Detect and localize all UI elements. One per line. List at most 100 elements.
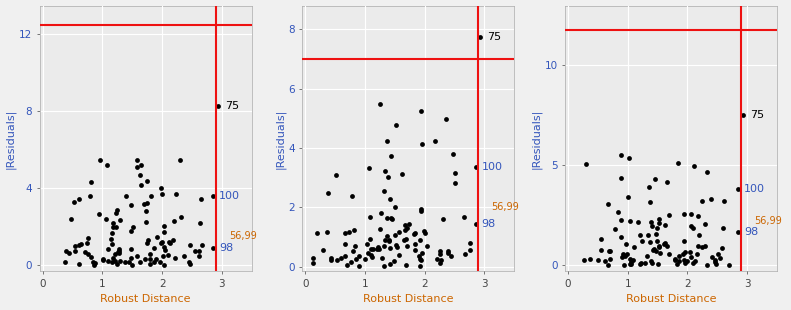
Point bbox=[85, 255, 97, 259]
X-axis label: Robust Distance: Robust Distance bbox=[363, 294, 453, 304]
Text: 75: 75 bbox=[487, 32, 501, 42]
Point bbox=[663, 213, 676, 218]
Point bbox=[679, 250, 691, 255]
Point bbox=[717, 225, 729, 230]
Point bbox=[645, 224, 658, 228]
Point bbox=[696, 245, 709, 250]
Point bbox=[414, 108, 427, 113]
Point bbox=[119, 259, 131, 264]
Point bbox=[106, 241, 119, 246]
Point bbox=[635, 260, 648, 265]
Point bbox=[343, 229, 356, 234]
Point bbox=[390, 242, 403, 247]
Point bbox=[184, 262, 196, 267]
Point bbox=[435, 257, 448, 262]
X-axis label: Robust Distance: Robust Distance bbox=[626, 294, 717, 304]
Point bbox=[687, 226, 699, 231]
Point bbox=[617, 251, 630, 256]
Point bbox=[635, 238, 648, 243]
Point bbox=[339, 253, 351, 258]
Point bbox=[124, 229, 137, 234]
Point bbox=[421, 243, 433, 248]
Point bbox=[578, 258, 591, 263]
Point bbox=[372, 245, 384, 250]
Point bbox=[324, 258, 337, 263]
Point bbox=[418, 229, 430, 234]
Point bbox=[677, 239, 690, 244]
Point bbox=[106, 260, 119, 265]
Point bbox=[112, 246, 125, 251]
Point bbox=[403, 222, 415, 227]
Point bbox=[620, 241, 633, 246]
Point bbox=[196, 242, 209, 247]
Point bbox=[168, 255, 181, 260]
Point bbox=[380, 233, 393, 238]
Point bbox=[59, 249, 72, 254]
Point bbox=[144, 262, 157, 267]
Point bbox=[189, 248, 202, 253]
Point bbox=[446, 151, 459, 156]
Y-axis label: |Residuals|: |Residuals| bbox=[531, 108, 542, 169]
Point bbox=[156, 192, 168, 197]
Point bbox=[384, 246, 396, 251]
Point bbox=[621, 251, 634, 256]
Point bbox=[364, 215, 377, 219]
Point bbox=[615, 234, 627, 239]
Point bbox=[691, 214, 704, 219]
Point bbox=[624, 262, 637, 267]
Point bbox=[416, 250, 429, 255]
Point bbox=[124, 255, 137, 260]
Point bbox=[672, 160, 684, 165]
Point bbox=[414, 257, 426, 262]
Point bbox=[311, 231, 324, 236]
Point bbox=[364, 237, 377, 242]
Point bbox=[184, 243, 196, 248]
Point bbox=[378, 238, 391, 243]
Point bbox=[365, 246, 377, 251]
Point bbox=[408, 247, 421, 252]
Point bbox=[147, 259, 160, 264]
Point bbox=[644, 199, 657, 204]
Point bbox=[445, 254, 457, 259]
Point bbox=[474, 34, 486, 39]
Point bbox=[157, 223, 170, 228]
Point bbox=[59, 259, 72, 264]
Point bbox=[78, 250, 91, 255]
Point bbox=[143, 251, 156, 256]
Point bbox=[157, 254, 169, 259]
Point bbox=[75, 241, 88, 246]
Point bbox=[379, 169, 392, 174]
Point bbox=[416, 141, 429, 146]
Point bbox=[111, 207, 123, 212]
Point bbox=[84, 194, 97, 199]
Point bbox=[448, 181, 461, 186]
Point bbox=[691, 251, 703, 256]
Point bbox=[409, 231, 422, 236]
Point bbox=[692, 244, 705, 249]
Point bbox=[433, 252, 446, 257]
Point bbox=[710, 262, 722, 267]
Point bbox=[433, 249, 446, 254]
Point bbox=[141, 201, 153, 206]
Point bbox=[414, 208, 427, 213]
Point bbox=[430, 257, 443, 262]
Point bbox=[123, 260, 135, 265]
Point bbox=[624, 262, 637, 267]
Text: 100: 100 bbox=[219, 191, 240, 201]
Point bbox=[68, 244, 81, 249]
Point bbox=[442, 249, 455, 254]
Point bbox=[110, 262, 123, 267]
Point bbox=[391, 245, 403, 250]
Point bbox=[604, 248, 616, 253]
Point bbox=[125, 246, 138, 251]
Point bbox=[381, 138, 394, 143]
Point bbox=[642, 233, 654, 238]
Text: 56,99: 56,99 bbox=[229, 231, 256, 241]
Point bbox=[631, 220, 644, 225]
Point bbox=[110, 210, 123, 215]
Point bbox=[162, 239, 175, 244]
Point bbox=[599, 259, 611, 263]
Point bbox=[134, 182, 147, 187]
Point bbox=[672, 258, 685, 263]
Point bbox=[393, 229, 406, 234]
